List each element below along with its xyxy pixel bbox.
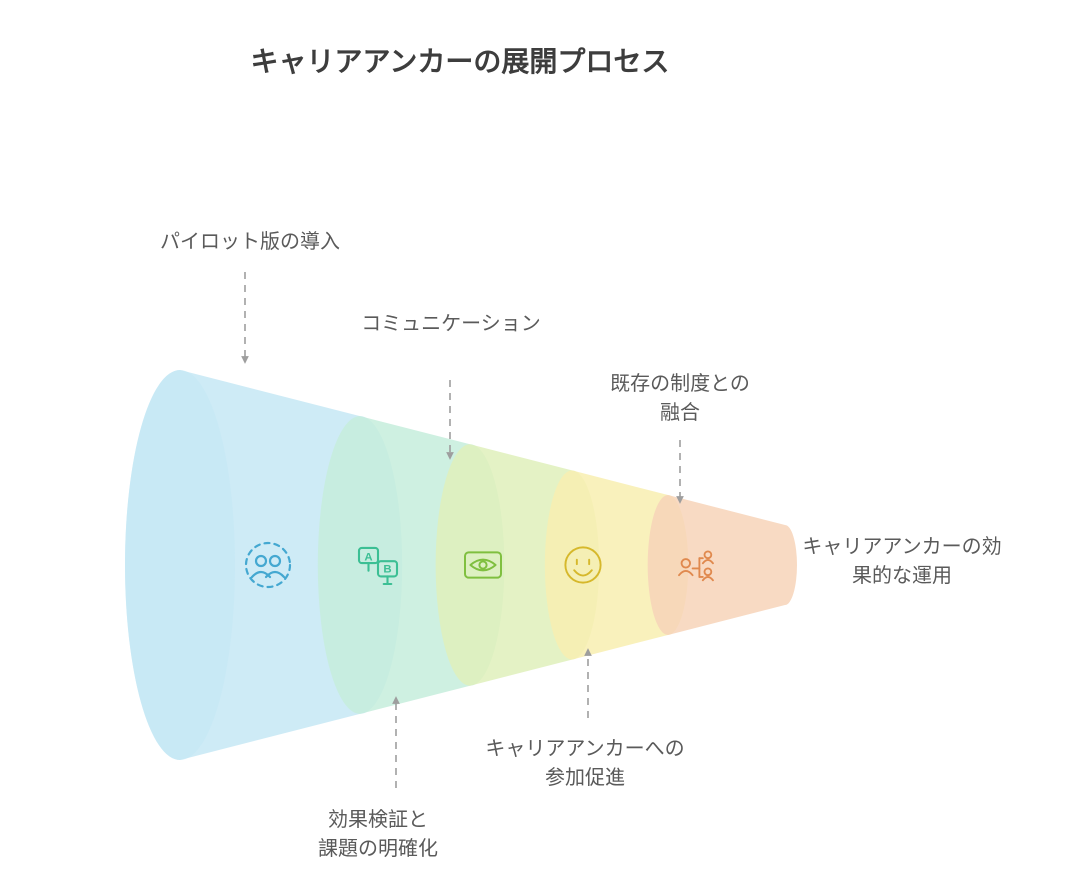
segment-label: 既存の制度との融合 xyxy=(570,370,790,428)
segment-label: キャリアアンカーへの参加促進 xyxy=(440,735,730,793)
output-label: キャリアアンカーの効果的な運用 xyxy=(802,533,1002,591)
funnel-icons: A B xyxy=(246,543,713,587)
ab-test-icon: A B xyxy=(359,548,397,584)
people-circle-icon xyxy=(246,543,290,587)
smile-icon xyxy=(565,547,600,582)
funnel-segment xyxy=(648,495,797,635)
eye-scan-icon xyxy=(465,552,501,577)
segment-label: コミュニケーション xyxy=(346,310,556,339)
funnel-callouts xyxy=(245,272,680,788)
funnel-segment xyxy=(436,444,600,685)
funnel-segment xyxy=(545,470,688,659)
funnel-segment xyxy=(318,416,505,714)
svg-text:A: A xyxy=(364,551,372,563)
org-people-icon xyxy=(679,551,713,580)
funnel-mouth xyxy=(125,370,235,760)
svg-text:B: B xyxy=(383,564,391,576)
diagram-title: キャリアアンカーの展開プロセス xyxy=(200,40,720,80)
segment-label: 効果検証と課題の明確化 xyxy=(258,806,498,864)
segment-label: パイロット版の導入 xyxy=(130,228,370,257)
funnel-segment xyxy=(125,370,402,760)
funnel-segments xyxy=(125,370,797,760)
